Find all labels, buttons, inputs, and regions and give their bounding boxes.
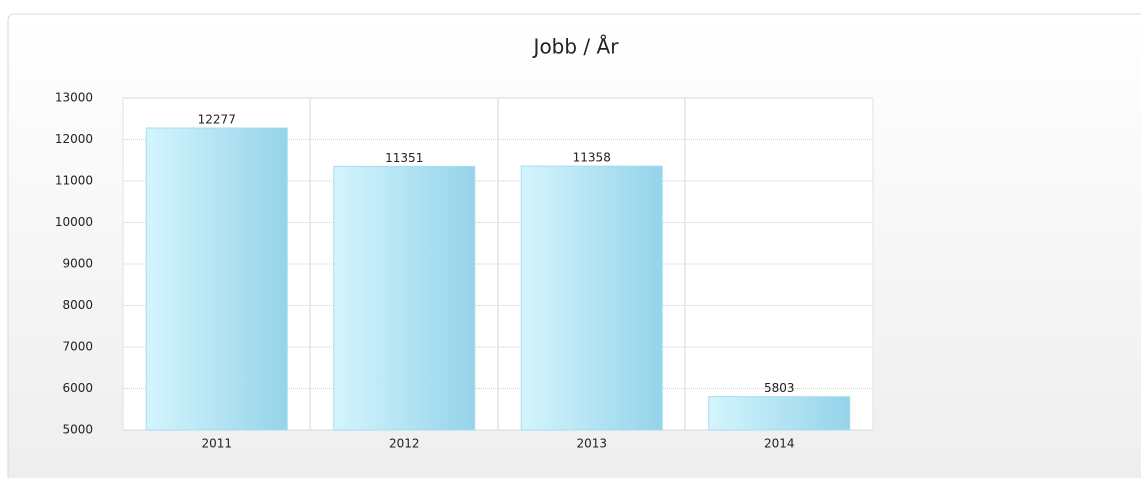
y-tick-label: 6000 <box>62 381 93 395</box>
y-tick-label: 5000 <box>62 423 93 437</box>
y-tick-label: 13000 <box>55 91 93 105</box>
data-label: 11358 <box>573 151 611 165</box>
data-label: 5803 <box>764 381 795 395</box>
data-label: 11351 <box>385 151 423 165</box>
y-tick-label: 10000 <box>55 215 93 229</box>
bar <box>333 165 476 431</box>
y-tick-label: 8000 <box>62 298 93 312</box>
x-tick-label: 2012 <box>389 437 420 451</box>
y-tick-label: 9000 <box>62 257 93 271</box>
bar <box>145 127 288 431</box>
y-tick-label: 12000 <box>55 132 93 146</box>
x-tick-label: 2013 <box>576 437 607 451</box>
y-tick-label: 11000 <box>55 174 93 188</box>
bar <box>520 165 663 431</box>
x-tick-label: 2011 <box>201 437 232 451</box>
y-tick-label: 7000 <box>62 340 93 354</box>
chart-title: Jobb / År <box>532 35 620 59</box>
x-tick-label: 2014 <box>764 437 795 451</box>
data-label: 12277 <box>198 113 236 127</box>
bar <box>708 396 851 431</box>
